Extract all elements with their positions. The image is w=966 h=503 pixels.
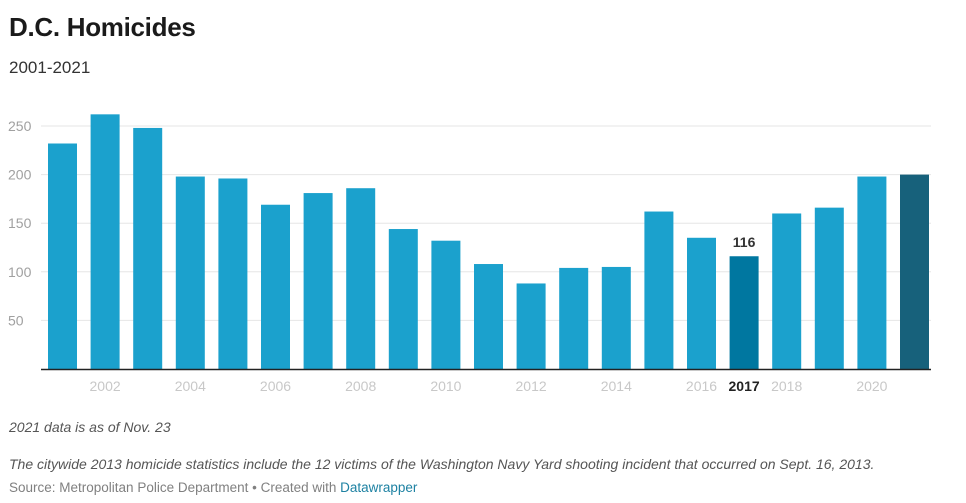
footnote-2021-data: 2021 data is as of Nov. 23 (9, 419, 171, 435)
x-tick-label: 2006 (260, 378, 291, 394)
bar-2006 (261, 204, 290, 369)
source-line: Source: Metropolitan Police Department •… (9, 480, 417, 495)
bar-2010 (431, 240, 461, 369)
bars (48, 114, 929, 369)
x-tick-label: 2002 (90, 378, 121, 394)
x-tick-label: 2016 (686, 378, 717, 394)
bar-2015 (644, 211, 674, 369)
bar-2018 (772, 213, 802, 369)
data-labels: 116 (733, 234, 756, 250)
bar-2013 (559, 267, 589, 369)
y-tick-label: 200 (8, 167, 32, 183)
bar-2009 (388, 229, 418, 369)
x-tick-label: 2014 (601, 378, 632, 394)
bar-2011 (474, 264, 503, 369)
x-tick-label: 2012 (516, 378, 547, 394)
bar-2012 (516, 283, 546, 369)
bar-2016 (687, 237, 716, 369)
x-tick-label: 2017 (729, 378, 760, 394)
bar-2021 (900, 174, 929, 369)
bar-2020 (857, 176, 887, 369)
bar-2002 (90, 114, 120, 369)
data-label-2017: 116 (733, 234, 756, 250)
x-tick-label: 2018 (771, 378, 802, 394)
x-axis-ticks: 2002 2004 2006 2008 2010 2012 2014 2016 2017 2018… (90, 378, 888, 394)
y-tick-label: 50 (8, 312, 24, 328)
bar-2003 (133, 127, 163, 369)
footnote-2013-navy-yard: The citywide 2013 homicide statistics in… (9, 456, 875, 472)
bar-2004 (175, 176, 205, 369)
bar-2019 (814, 207, 844, 369)
bar-2007 (303, 193, 333, 369)
x-tick-label: 2010 (430, 378, 461, 394)
x-tick-label: 2008 (345, 378, 376, 394)
chart-subtitle: 2001-2021 (9, 58, 91, 77)
chart-title: D.C. Homicides (9, 12, 196, 42)
source-text: Source: Metropolitan Police Department •… (9, 480, 341, 495)
datawrapper-link[interactable]: Datawrapper (340, 480, 418, 495)
bar-2001 (48, 143, 77, 369)
y-tick-label: 150 (8, 215, 32, 231)
y-tick-label: 100 (8, 264, 32, 280)
x-tick-label: 2020 (856, 378, 887, 394)
y-axis-ticks: 50 100 150 200 250 (8, 118, 32, 328)
bar-2017 (729, 256, 759, 369)
y-tick-label: 250 (8, 118, 32, 134)
x-tick-label: 2004 (175, 378, 206, 394)
bar-2008 (346, 188, 376, 369)
bar-2014 (601, 266, 631, 369)
bar-2005 (218, 178, 248, 369)
